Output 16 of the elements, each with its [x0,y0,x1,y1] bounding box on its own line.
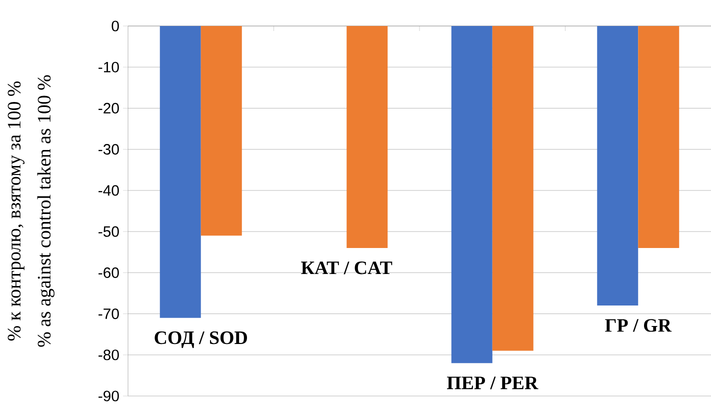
y-tick-label: -10 [98,62,119,72]
y-axis-title: % к контролю, взятому за 100 % [8,81,24,341]
y-tick-label: -70 [98,308,119,320]
text: % as against control taken as 100 % [37,75,54,347]
x-tick-label: КАТ / CAT [301,262,392,274]
x-tick-label: ГР / GR [605,319,672,332]
y-tick-label: -40 [98,185,119,196]
x-tick-label: ПЕР / PER [447,376,538,390]
y-tick-label: 0 [112,20,119,32]
y-tick-label: -60 [98,267,119,278]
y-tick-label: -30 [98,144,119,155]
y-tick-label: -80 [98,350,119,360]
x-tick-label: СОД / SOD [154,331,247,348]
y-tick-label: -90 [98,390,119,402]
y-tick-label: -50 [98,226,119,237]
y-tick-label: -20 [98,102,119,114]
